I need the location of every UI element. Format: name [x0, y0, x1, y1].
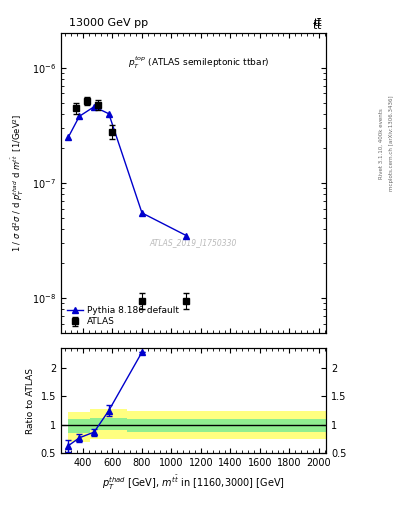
- Text: $p_T^{top}$ (ATLAS semileptonic ttbar): $p_T^{top}$ (ATLAS semileptonic ttbar): [128, 54, 270, 71]
- Text: Rivet 3.1.10, 400k events: Rivet 3.1.10, 400k events: [379, 108, 384, 179]
- Text: 13000 GeV pp: 13000 GeV pp: [68, 18, 148, 28]
- Pythia 8.186 default: [184, 232, 189, 239]
- X-axis label: $p_T^{thad}$ [GeV], $m^{t\bar{t}}$ in [1160,3000] [GeV]: $p_T^{thad}$ [GeV], $m^{t\bar{t}}$ in [1…: [102, 474, 285, 492]
- Pythia 8.186 default: [107, 111, 111, 117]
- Legend: Pythia 8.186 default, ATLAS: Pythia 8.186 default, ATLAS: [65, 304, 181, 328]
- Text: ATLAS_2019_I1750330: ATLAS_2019_I1750330: [150, 239, 237, 247]
- Text: t$\bar{\mathrm{t}}$: t$\bar{\mathrm{t}}$: [312, 18, 322, 32]
- Text: mcplots.cern.ch [arXiv:1306.3436]: mcplots.cern.ch [arXiv:1306.3436]: [389, 96, 393, 191]
- Pythia 8.186 default: [92, 103, 96, 110]
- Y-axis label: 1 / $\sigma$ d$^2\sigma$ / d $p_T^{thad}$ d $m^{t\bar{t}}$  [1/GeV$^2$]: 1 / $\sigma$ d$^2\sigma$ / d $p_T^{thad}…: [10, 114, 26, 252]
- Text: tt̄: tt̄: [314, 18, 322, 28]
- Pythia 8.186 default: [77, 113, 82, 119]
- Line: Pythia 8.186 default: Pythia 8.186 default: [65, 103, 190, 239]
- Pythia 8.186 default: [66, 134, 71, 140]
- Y-axis label: Ratio to ATLAS: Ratio to ATLAS: [26, 368, 35, 434]
- Pythia 8.186 default: [140, 210, 144, 216]
